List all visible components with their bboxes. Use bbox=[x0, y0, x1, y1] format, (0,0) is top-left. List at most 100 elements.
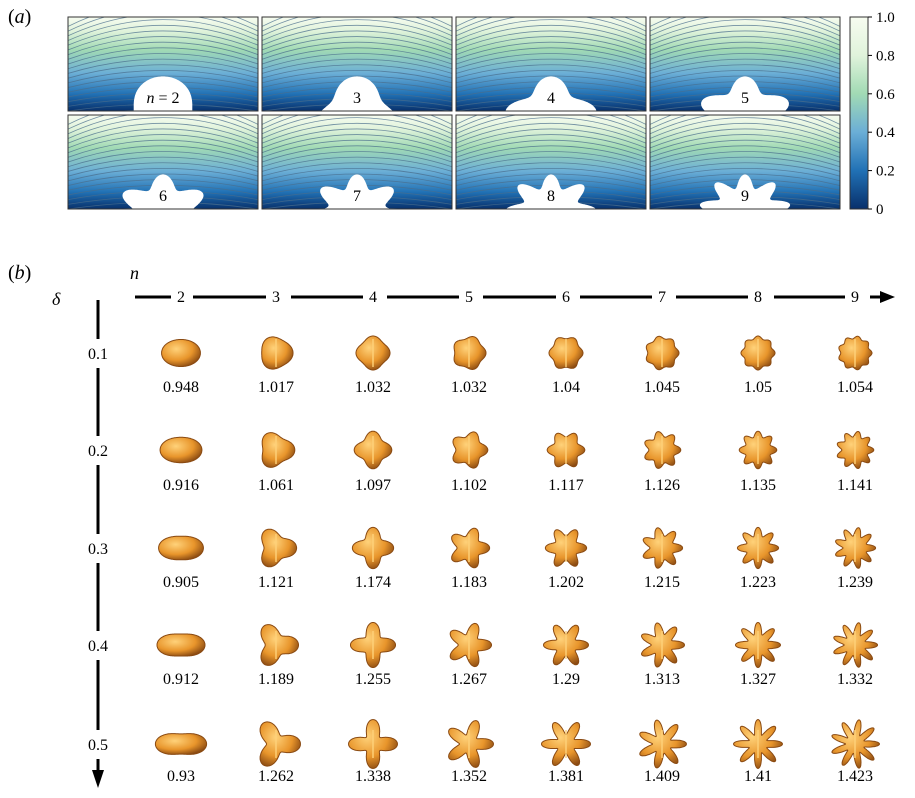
shape-cell: 1.223 bbox=[736, 526, 780, 591]
colorbar-tick-label: 0.4 bbox=[876, 125, 895, 141]
shape-cell: 0.912 bbox=[156, 633, 206, 688]
streamline-cell: n = 2 bbox=[67, 16, 259, 112]
shape-value-label: 1.174 bbox=[355, 574, 391, 591]
shape-cell: 0.916 bbox=[159, 436, 203, 494]
shape-cell: 1.267 bbox=[449, 622, 492, 688]
particle-shape bbox=[158, 535, 204, 561]
shape-cell: 1.423 bbox=[831, 719, 881, 785]
n-axis-title: n bbox=[130, 263, 139, 283]
shape-cell: 1.061 bbox=[258, 432, 296, 494]
shape-value-label: 0.912 bbox=[163, 671, 199, 688]
shape-cell: 1.117 bbox=[546, 432, 586, 494]
particle-shape bbox=[448, 720, 495, 768]
shape-value-label: 1.121 bbox=[258, 574, 294, 591]
shape-cell: 1.121 bbox=[258, 528, 298, 591]
shape-value-label: 1.381 bbox=[548, 768, 584, 785]
particle-shape bbox=[639, 719, 688, 769]
streamline-cell: 8 bbox=[455, 114, 647, 210]
shape-cell: 1.141 bbox=[836, 431, 875, 494]
cell-n-label: 9 bbox=[741, 188, 749, 205]
shape-cell: 0.905 bbox=[158, 535, 204, 591]
shape-cell: 1.409 bbox=[639, 719, 688, 785]
particle-shape bbox=[161, 339, 201, 367]
shape-value-label: 1.189 bbox=[258, 671, 294, 688]
cell-n-label: n = 2 bbox=[146, 90, 179, 107]
particle-shape bbox=[156, 633, 206, 657]
shape-cell: 1.189 bbox=[258, 624, 299, 688]
panel-a-streamline-grid: n = 2 3 4 5 6 7 8 9 1.0 0.8 0.6 0.4 0.2 0 bbox=[67, 10, 895, 218]
streamline-cell: 5 bbox=[649, 16, 841, 112]
shape-cell: 1.202 bbox=[544, 529, 588, 591]
streamline-cell: 9 bbox=[649, 114, 841, 210]
shape-value-label: 1.054 bbox=[837, 379, 873, 396]
shape-cell: 1.032 bbox=[451, 336, 487, 396]
particle-shape bbox=[451, 527, 491, 569]
colorbar-tick-label: 0.6 bbox=[876, 87, 895, 103]
panel-b-shape-grid: n 2 3 4 5 6 7 8 9 δ 0.1 0.2 0.3 0.4 0.5 0.948 1.017 1.032… bbox=[52, 263, 895, 788]
shape-cell: 1.183 bbox=[451, 527, 491, 591]
colorbar-tick-label: 0 bbox=[876, 202, 884, 218]
streamline-cell: 3 bbox=[261, 16, 453, 112]
shape-value-label: 1.017 bbox=[258, 379, 294, 396]
cell-n-label: 7 bbox=[353, 188, 361, 205]
n-axis-arrow-icon bbox=[880, 291, 895, 303]
shape-value-label: 1.126 bbox=[644, 477, 680, 494]
colorbar: 1.0 0.8 0.6 0.4 0.2 0 bbox=[849, 10, 895, 218]
shape-cell: 1.174 bbox=[351, 526, 395, 591]
n-axis-tick-label: 3 bbox=[272, 289, 280, 306]
shape-cell: 1.332 bbox=[833, 622, 879, 688]
shape-cell: 1.352 bbox=[448, 720, 495, 785]
particle-shape bbox=[449, 622, 492, 668]
shape-value-label: 1.423 bbox=[837, 768, 873, 785]
n-axis-tick-label: 4 bbox=[369, 289, 377, 306]
n-axis-tick-label: 8 bbox=[754, 289, 762, 306]
shape-cell: 1.045 bbox=[644, 335, 680, 396]
delta-axis-tick-label: 0.5 bbox=[88, 737, 108, 754]
panel-a-label: (a) bbox=[8, 6, 32, 28]
shape-cell: 1.262 bbox=[258, 721, 302, 785]
shape-value-label: 1.202 bbox=[548, 574, 584, 591]
shape-value-label: 1.04 bbox=[552, 379, 580, 396]
cell-n-label: 4 bbox=[547, 90, 555, 107]
particle-shape bbox=[159, 436, 203, 464]
shape-value-label: 1.141 bbox=[837, 477, 873, 494]
delta-axis-tick-label: 0.4 bbox=[88, 638, 108, 655]
shape-value-label: 1.223 bbox=[740, 574, 776, 591]
particle-shape bbox=[453, 336, 487, 370]
cell-n-label: 6 bbox=[159, 188, 167, 205]
shape-cell: 1.338 bbox=[347, 718, 399, 785]
streamline-cell: 4 bbox=[455, 16, 647, 112]
particle-shape bbox=[260, 624, 299, 666]
delta-axis-tick-label: 0.2 bbox=[88, 443, 108, 460]
delta-axis: δ 0.1 0.2 0.3 0.4 0.5 bbox=[52, 289, 108, 788]
shape-cell: 1.054 bbox=[837, 335, 873, 396]
shape-value-label: 1.327 bbox=[740, 671, 776, 688]
shape-cell: 1.135 bbox=[738, 430, 778, 494]
shape-cell: 1.097 bbox=[353, 430, 393, 494]
shape-value-label: 1.267 bbox=[451, 671, 487, 688]
particle-shape bbox=[259, 721, 302, 767]
shape-cell: 1.215 bbox=[642, 527, 684, 591]
shape-value-label: 1.117 bbox=[548, 477, 583, 494]
shape-value-label: 1.05 bbox=[744, 379, 772, 396]
shape-value-label: 0.905 bbox=[163, 574, 199, 591]
particle-shape bbox=[154, 733, 208, 755]
shape-value-label: 1.045 bbox=[644, 379, 680, 396]
shape-cell: 1.381 bbox=[540, 721, 592, 785]
shape-cell: 1.255 bbox=[350, 622, 396, 688]
shape-value-label: 1.41 bbox=[744, 768, 772, 785]
shape-cell: 1.327 bbox=[734, 621, 782, 688]
cell-n-label: 3 bbox=[353, 90, 361, 107]
shape-value-label: 1.409 bbox=[644, 768, 680, 785]
streamline-cell: 6 bbox=[67, 114, 259, 210]
shape-value-label: 1.29 bbox=[552, 671, 580, 688]
shape-value-label: 1.097 bbox=[355, 477, 391, 494]
shape-cell: 1.05 bbox=[740, 335, 776, 396]
delta-axis-tick-label: 0.3 bbox=[88, 541, 108, 558]
shape-value-label: 1.061 bbox=[258, 477, 294, 494]
shape-cell: 1.04 bbox=[548, 337, 584, 396]
shape-value-label: 0.93 bbox=[167, 768, 195, 785]
shape-value-label: 1.313 bbox=[644, 671, 680, 688]
colorbar-tick-label: 0.2 bbox=[876, 164, 895, 180]
n-axis-tick-label: 6 bbox=[562, 289, 570, 306]
